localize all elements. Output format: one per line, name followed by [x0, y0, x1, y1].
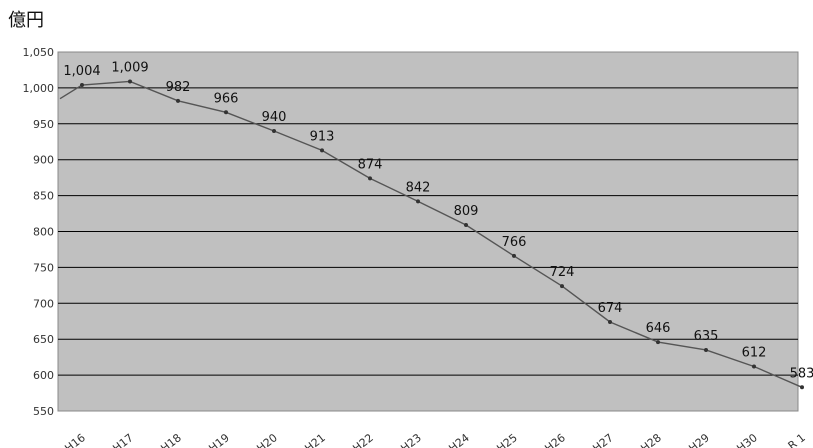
x-tick-label: H25 [494, 431, 520, 448]
y-tick-label: 1,000 [23, 82, 55, 95]
y-tick-label: 650 [33, 333, 54, 346]
x-tick-label: H30 [734, 431, 760, 448]
x-tick-label: H29 [686, 431, 712, 448]
y-tick-label: 700 [33, 297, 54, 310]
x-tick-label: H17 [110, 431, 136, 448]
data-labels: 1,004 1,009 982 966 940 913 874 842 809 766 724 674… [63, 60, 813, 381]
data-point [800, 385, 804, 390]
data-points [80, 79, 804, 390]
x-tick-label: H19 [206, 431, 232, 448]
data-point [80, 83, 84, 88]
x-tick-label: H28 [638, 431, 664, 448]
y-tick-label: 750 [33, 261, 54, 274]
data-point [752, 364, 756, 369]
data-label: 635 [694, 329, 719, 344]
data-point [656, 340, 660, 345]
data-label: 809 [454, 204, 479, 219]
data-label: 1,009 [111, 60, 148, 75]
x-tick-label: H22 [350, 431, 376, 448]
data-point [128, 79, 132, 84]
x-tick-label: H18 [158, 431, 184, 448]
x-tick-label: H23 [398, 431, 424, 448]
data-label: 674 [598, 301, 623, 316]
data-point [608, 319, 612, 324]
x-tick-label: H21 [302, 431, 328, 448]
data-label: 583 [790, 366, 813, 381]
data-point [416, 199, 420, 204]
data-label: 646 [646, 321, 671, 336]
data-label: 982 [166, 80, 191, 95]
data-point [320, 148, 324, 153]
data-label: 966 [214, 91, 239, 106]
data-point [464, 223, 468, 228]
data-label: 913 [310, 129, 335, 144]
y-axis-ticks: 1,050 1,000 950 900 850 800 750 700 650 600 550 [23, 46, 55, 418]
y-tick-label: 800 [33, 226, 54, 239]
data-label: 940 [262, 110, 287, 125]
data-point [224, 110, 228, 115]
y-tick-label: 850 [33, 190, 54, 203]
x-axis-ticks: H16 H17 H18 H19 H20 H21 H22 H23 H24 H25 H26 H27 H28 H… [62, 431, 808, 448]
data-label: 842 [406, 180, 431, 195]
gridlines [58, 87, 798, 376]
y-tick-label: 1,050 [23, 46, 55, 59]
data-point [704, 347, 708, 352]
data-label: 612 [742, 345, 767, 360]
data-label: 766 [502, 235, 527, 250]
data-label: 724 [550, 265, 575, 280]
data-point [176, 98, 180, 103]
x-tick-label: H27 [590, 431, 616, 448]
y-tick-label: 950 [33, 118, 54, 131]
data-point [272, 128, 276, 133]
y-tick-label: 600 [33, 369, 54, 382]
x-tick-label: H26 [542, 431, 568, 448]
x-tick-label: H20 [254, 431, 280, 448]
data-point [560, 284, 564, 289]
x-tick-label: R 1 [786, 431, 808, 448]
x-tick-label: H16 [62, 431, 88, 448]
y-tick-label: 550 [33, 405, 54, 418]
data-point [512, 253, 516, 258]
data-label: 874 [358, 157, 383, 172]
x-tick-label: H24 [446, 431, 472, 448]
data-point [368, 176, 372, 181]
unit-label: 億円 [8, 10, 44, 31]
y-tick-label: 900 [33, 154, 54, 167]
data-label: 1,004 [63, 64, 100, 79]
